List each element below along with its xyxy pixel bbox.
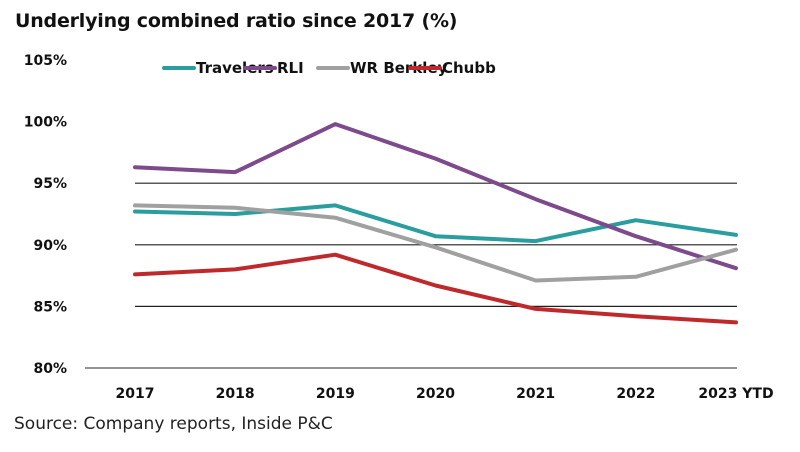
- y-tick-label: 95%: [33, 176, 67, 192]
- legend-label-wr-berkley: WR Berkley: [350, 59, 448, 77]
- legend-label-chubb: Chubb: [442, 59, 496, 77]
- y-axis: 80% 85% 90% 95% 100% 105%: [24, 53, 67, 377]
- y-tick-label: 100%: [24, 115, 67, 131]
- x-tick-label: 2018: [216, 386, 255, 402]
- series-lines: [133, 122, 738, 325]
- x-tick-label: 2019: [316, 386, 355, 402]
- legend-item-chubb: Chubb: [408, 59, 496, 77]
- x-tick-label: 2017: [116, 386, 155, 402]
- x-tick-label: 2020: [416, 386, 455, 402]
- legend-label-rli: RLI: [277, 59, 304, 77]
- series-line-chubb: [133, 252, 738, 325]
- legend-item-wr-berkley: WR Berkley: [316, 59, 448, 77]
- y-tick-label: 85%: [33, 299, 67, 315]
- source-note: Source: Company reports, Inside P&C: [14, 414, 333, 434]
- legend-item-rli: RLI: [243, 59, 304, 77]
- gridlines: [85, 182, 737, 369]
- x-tick-label: 2023 YTD: [698, 386, 773, 402]
- series-line-travelers: [133, 203, 738, 244]
- y-tick-label: 90%: [33, 238, 67, 254]
- y-tick-label: 105%: [24, 53, 67, 69]
- x-axis: 2017 2018 2019 2020 2021 2022 2023 YTD: [116, 386, 774, 402]
- legend-item-travelers: Travelers: [162, 59, 274, 77]
- legend-label-travelers: Travelers: [196, 59, 274, 77]
- chart-title: Underlying combined ratio since 2017 (%): [15, 10, 458, 32]
- y-tick-label: 80%: [33, 361, 67, 377]
- x-tick-label: 2022: [616, 386, 655, 402]
- x-tick-label: 2021: [516, 386, 555, 402]
